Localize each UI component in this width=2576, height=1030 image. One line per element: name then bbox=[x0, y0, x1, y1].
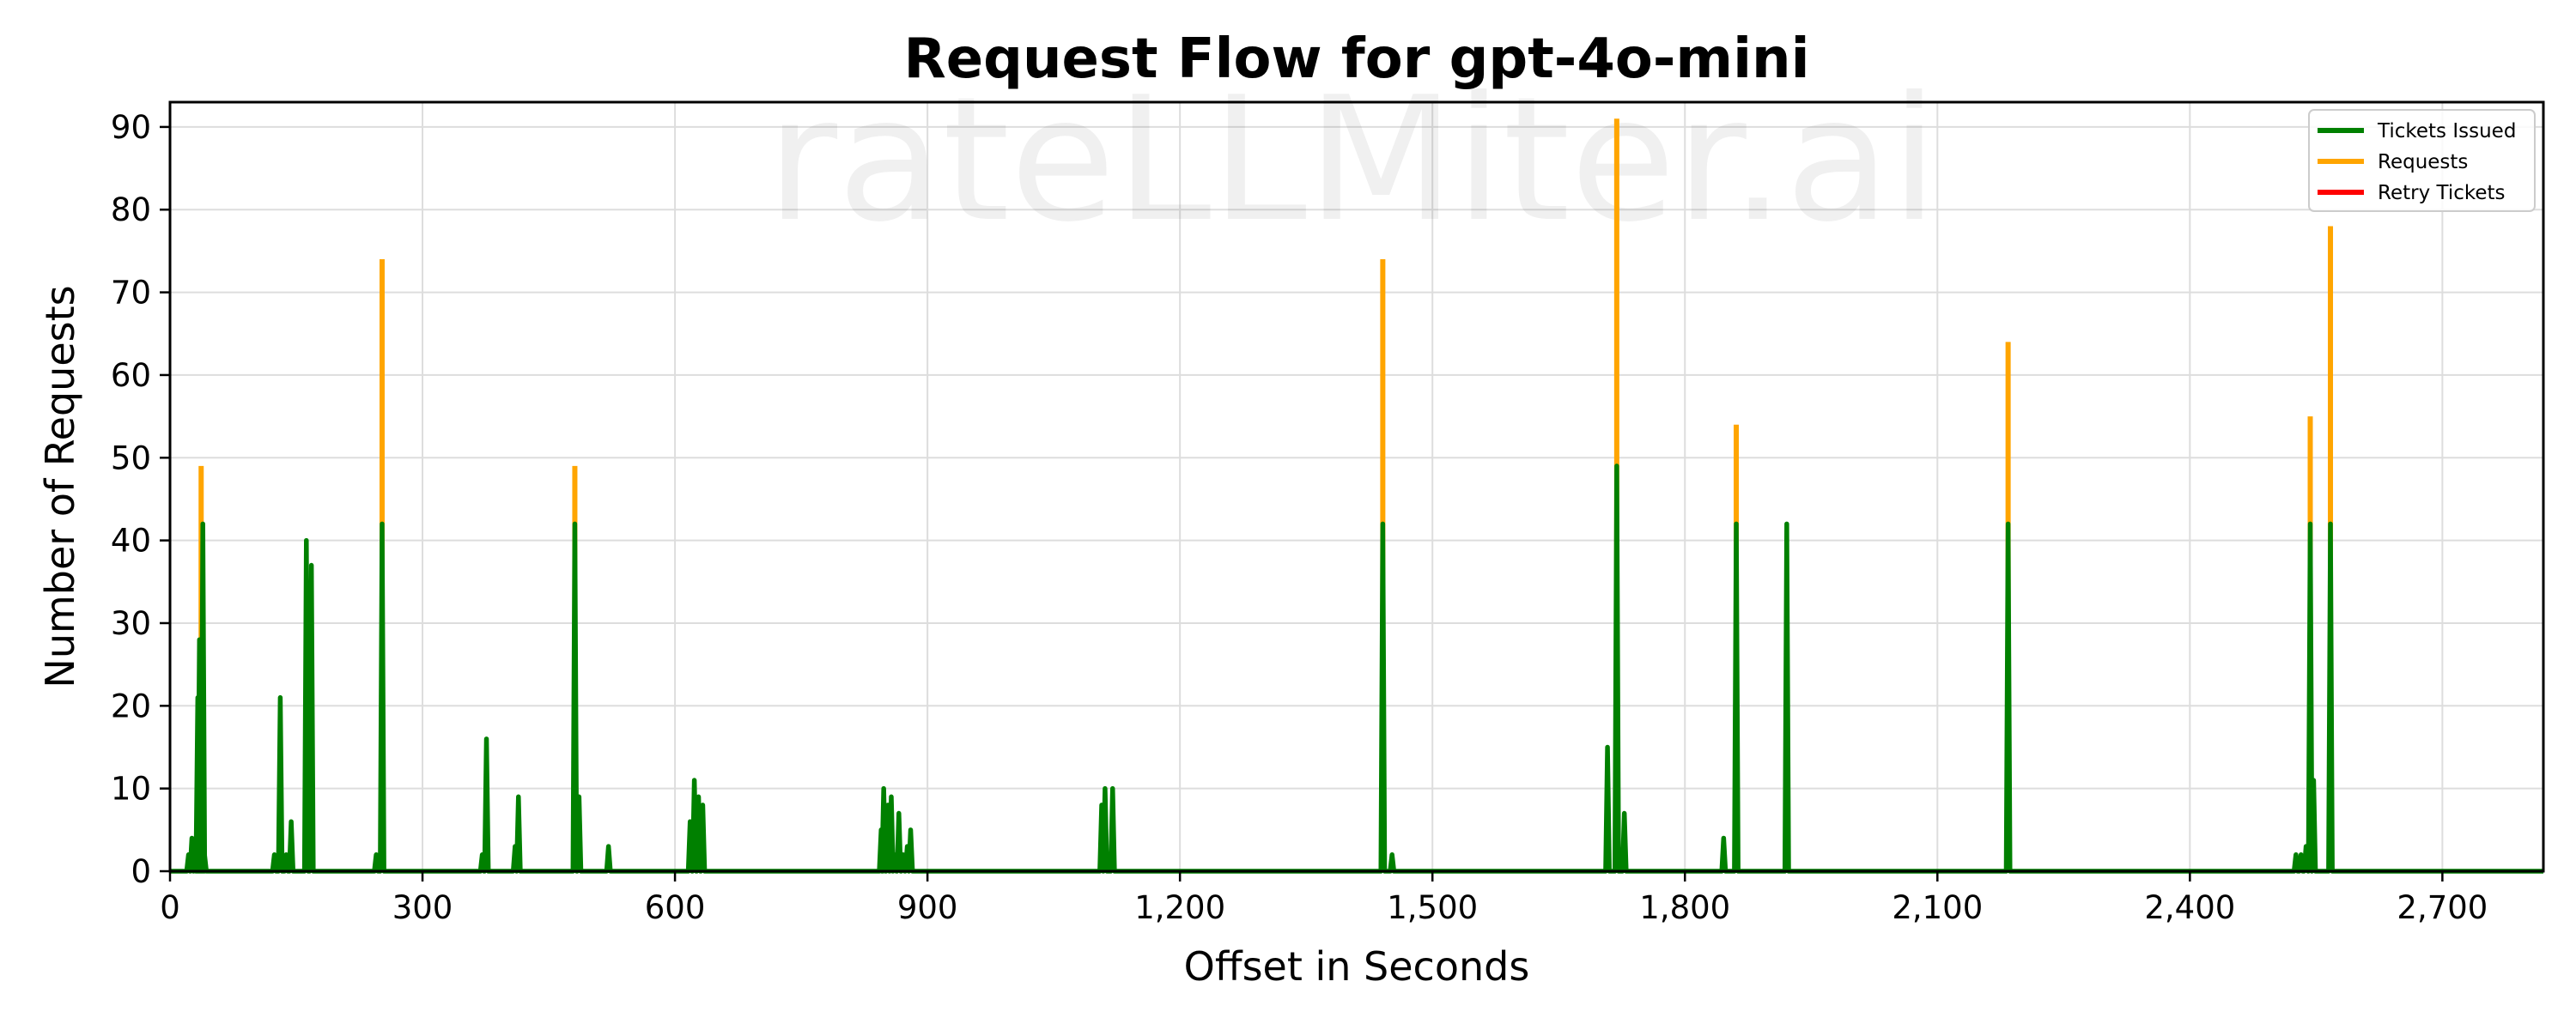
y-tick-label: 70 bbox=[111, 275, 151, 312]
y-tick-label: 30 bbox=[111, 605, 151, 642]
x-tick-label: 2,400 bbox=[2144, 889, 2235, 926]
y-axis-label: Number of Requests bbox=[37, 285, 83, 688]
series-tickets-issued bbox=[170, 464, 2543, 874]
x-tick-label: 1,800 bbox=[1639, 889, 1730, 926]
y-tick-label: 0 bbox=[131, 853, 151, 890]
plot-frame bbox=[168, 100, 2545, 873]
y-tick-label: 80 bbox=[111, 191, 151, 228]
y-tick-label: 20 bbox=[111, 688, 151, 724]
x-tick-label: 2,700 bbox=[2397, 889, 2488, 926]
watermark: rateLLMiter.ai bbox=[767, 60, 1938, 260]
legend-label: Tickets Issued bbox=[2377, 120, 2516, 142]
y-tick-label: 10 bbox=[111, 771, 151, 808]
x-tick-label: 1,500 bbox=[1387, 889, 1478, 926]
x-tick-label: 0 bbox=[160, 889, 180, 926]
y-tick-label: 90 bbox=[111, 109, 151, 146]
x-tick-label: 600 bbox=[645, 889, 706, 926]
legend-label: Retry Tickets bbox=[2378, 182, 2506, 204]
x-tick-label: 1,200 bbox=[1134, 889, 1225, 926]
legend: Tickets Issued Requests Retry Tickets bbox=[2308, 109, 2536, 212]
x-axis-label: Offset in Seconds bbox=[1184, 943, 1530, 990]
legend-label: Requests bbox=[2378, 151, 2468, 173]
y-tick-label: 40 bbox=[111, 523, 151, 560]
chart-title: Request Flow for gpt-4o-mini bbox=[903, 27, 1809, 91]
y-tick-label: 60 bbox=[111, 357, 151, 394]
y-axis-ticks: 0 10 20 30 40 50 60 70 80 90 bbox=[111, 109, 170, 890]
x-axis-ticks: 0 300 600 900 1,200 1,500 1,800 2,100 2,400 2,700 bbox=[160, 871, 2488, 926]
x-tick-label: 900 bbox=[897, 889, 958, 926]
y-tick-label: 50 bbox=[111, 439, 151, 476]
legend-box bbox=[2308, 109, 2536, 212]
series-layer bbox=[170, 118, 2543, 874]
x-tick-label: 2,100 bbox=[1892, 889, 1983, 926]
x-tick-label: 300 bbox=[392, 889, 453, 926]
